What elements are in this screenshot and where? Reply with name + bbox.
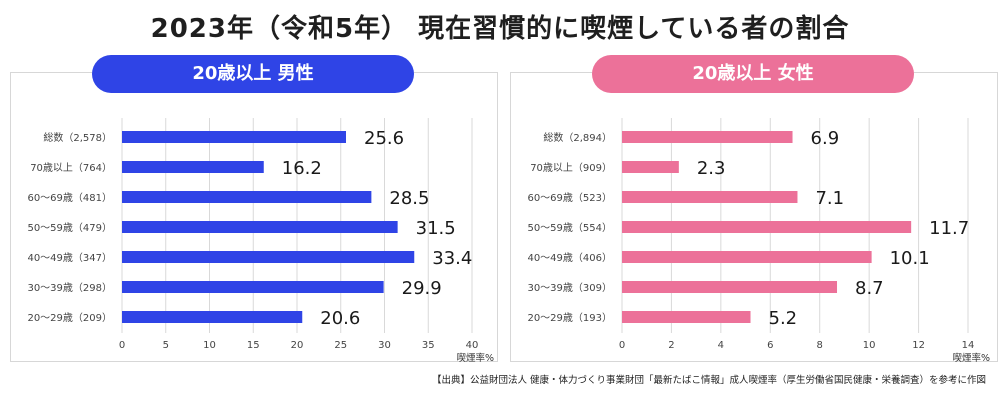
female-tick-label: 12 bbox=[912, 340, 925, 351]
female-bar bbox=[622, 191, 798, 203]
source-note: 【出典】公益財団法人 健康・体力づくり事業財団「最新たばこ情報」成人喫煙率（厚生… bbox=[431, 375, 986, 386]
female-category-label: 60～69歳（523） bbox=[527, 192, 612, 204]
female-tick-label: 10 bbox=[863, 340, 876, 351]
male-category-label: 70歳以上（764） bbox=[30, 162, 112, 174]
female-tick-label: 0 bbox=[619, 340, 625, 351]
male-category-label: 40～49歳（347） bbox=[27, 252, 112, 264]
male-bar bbox=[122, 131, 346, 143]
male-tick-label: 15 bbox=[247, 340, 260, 351]
female-tick-label: 6 bbox=[767, 340, 773, 351]
male-tick-label: 20 bbox=[291, 340, 304, 351]
female-value-label: 8.7 bbox=[855, 278, 884, 299]
female-bar bbox=[622, 221, 912, 233]
female-value-label: 7.1 bbox=[815, 188, 844, 209]
male-bar bbox=[122, 281, 384, 293]
male-value-label: 31.5 bbox=[416, 218, 456, 239]
female-tick-label: 8 bbox=[817, 340, 823, 351]
female-category-label: 40～49歳（406） bbox=[527, 252, 612, 264]
male-value-label: 28.5 bbox=[389, 188, 429, 209]
female-bar bbox=[622, 131, 793, 143]
male-category-label: 20～29歳（209） bbox=[27, 312, 112, 324]
female-category-label: 20～29歳（193） bbox=[527, 312, 612, 324]
female-value-label: 11.7 bbox=[929, 218, 969, 239]
male-tick-label: 40 bbox=[466, 340, 479, 351]
male-bar bbox=[122, 161, 264, 173]
female-category-label: 70歳以上（909） bbox=[530, 162, 612, 174]
male-tick-label: 5 bbox=[163, 340, 169, 351]
male-bar bbox=[122, 251, 415, 263]
male-bar bbox=[122, 191, 372, 203]
male-value-label: 25.6 bbox=[364, 128, 404, 149]
female-value-label: 10.1 bbox=[890, 248, 930, 269]
female-tick-label: 4 bbox=[718, 340, 724, 351]
female-bar bbox=[622, 161, 679, 173]
male-x-axis-label: 喫煙率% bbox=[456, 352, 494, 364]
male-value-label: 33.4 bbox=[432, 248, 472, 269]
male-category-label: 総数（2,578） bbox=[43, 131, 112, 144]
male-bar bbox=[122, 311, 303, 323]
male-value-label: 16.2 bbox=[282, 158, 322, 179]
female-chart-panel bbox=[510, 72, 998, 362]
female-category-label: 総数（2,894） bbox=[543, 131, 612, 144]
male-value-label: 20.6 bbox=[320, 308, 360, 329]
male-category-label: 60～69歳（481） bbox=[27, 192, 112, 204]
male-tick-label: 30 bbox=[378, 340, 391, 351]
page-title: 2023年（令和5年） 現在習慣的に喫煙している者の割合 bbox=[150, 14, 850, 44]
female-tick-label: 14 bbox=[962, 340, 975, 351]
female-value-label: 2.3 bbox=[697, 158, 726, 179]
male-chart-title: 20歳以上 男性 bbox=[92, 55, 414, 93]
male-tick-label: 35 bbox=[422, 340, 435, 351]
male-tick-label: 0 bbox=[119, 340, 125, 351]
male-value-label: 29.9 bbox=[402, 278, 442, 299]
male-category-label: 30～39歳（298） bbox=[27, 282, 112, 294]
female-bar bbox=[622, 251, 872, 263]
female-value-label: 5.2 bbox=[769, 308, 798, 329]
female-category-label: 50～59歳（554） bbox=[527, 222, 612, 234]
female-bar bbox=[622, 311, 751, 323]
male-tick-label: 10 bbox=[203, 340, 216, 351]
female-bar bbox=[622, 281, 838, 293]
female-tick-label: 2 bbox=[668, 340, 674, 351]
female-x-axis-label: 喫煙率% bbox=[952, 352, 990, 364]
female-value-label: 6.9 bbox=[811, 128, 840, 149]
male-tick-label: 25 bbox=[334, 340, 347, 351]
male-bar bbox=[122, 221, 398, 233]
female-category-label: 30～39歳（309） bbox=[527, 282, 612, 294]
male-category-label: 50～59歳（479） bbox=[27, 222, 112, 234]
female-chart-title: 20歳以上 女性 bbox=[592, 55, 914, 93]
